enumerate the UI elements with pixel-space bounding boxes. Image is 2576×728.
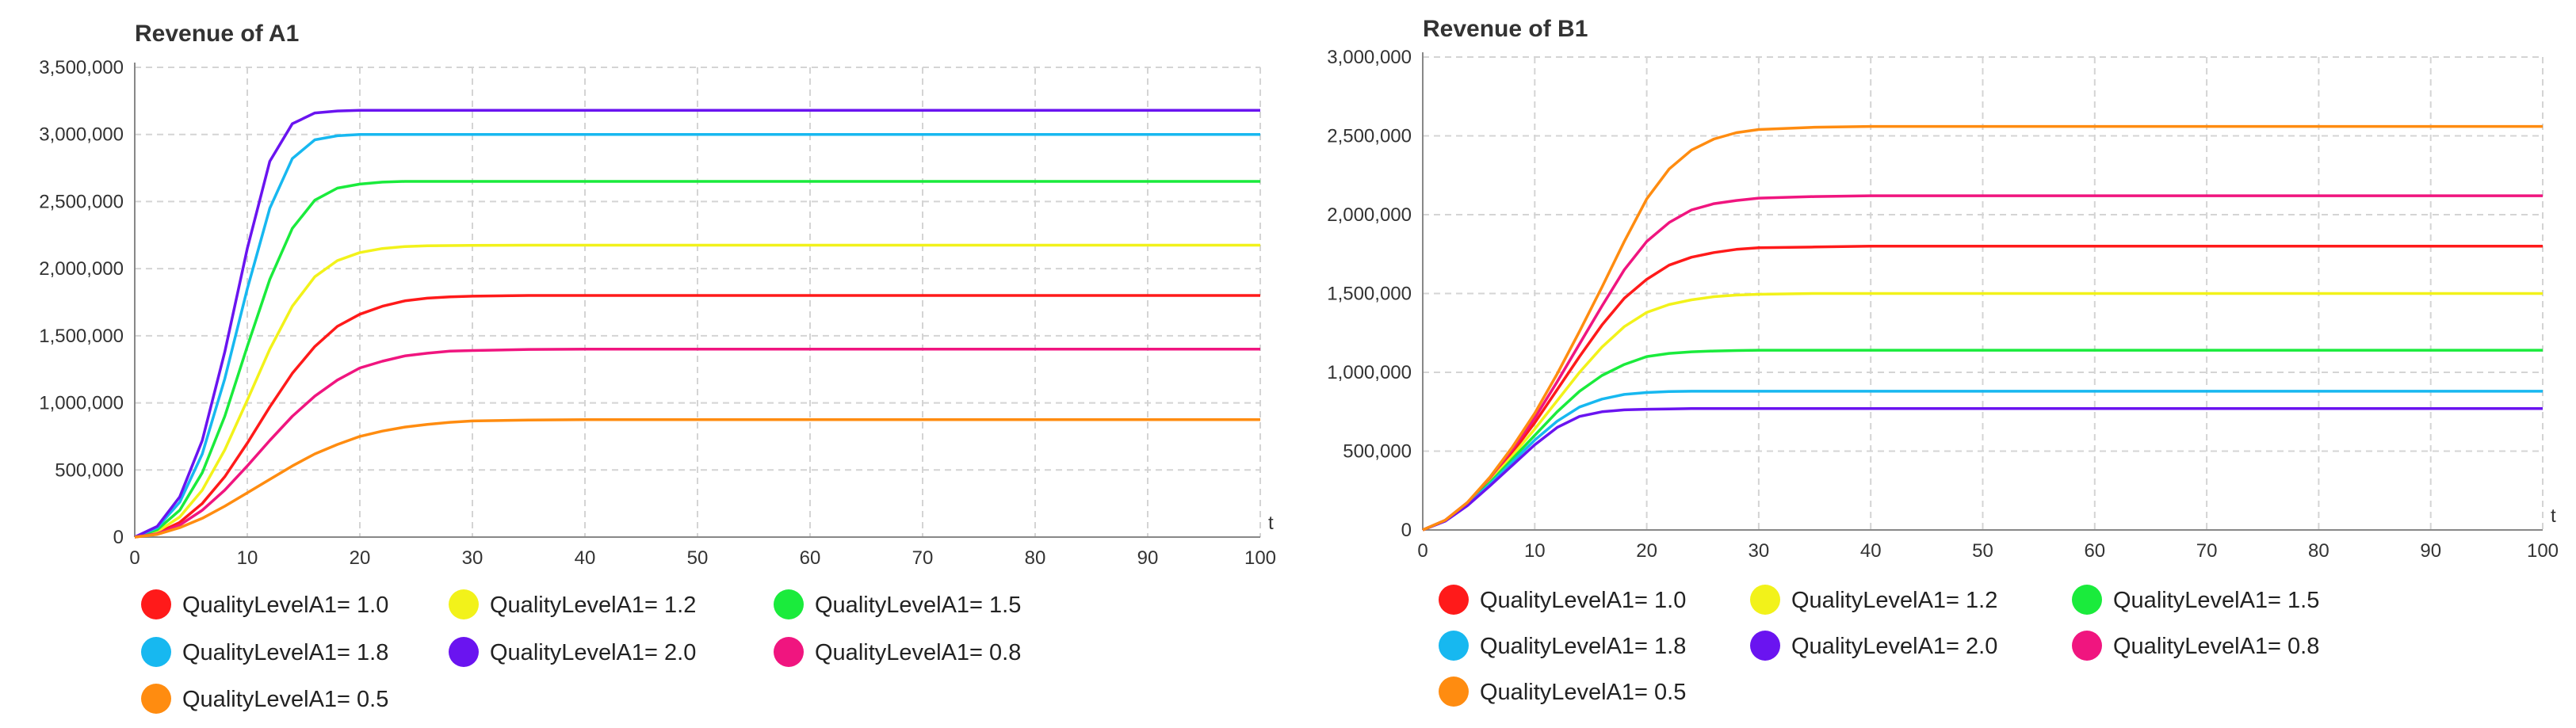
legend-item: QualityLevelA1= 2.0 [449, 637, 696, 667]
x-tick-label: 0 [1417, 540, 1428, 562]
y-tick-label: 3,000,000 [39, 124, 124, 146]
legend-label: QualityLevelA1= 1.0 [182, 593, 388, 618]
x-tick-label: 30 [1749, 540, 1770, 562]
legend-marker [1750, 585, 1780, 615]
y-tick-label: 2,500,000 [1327, 126, 1412, 147]
x-tick-label: 90 [1137, 547, 1159, 569]
series-line-6 [1422, 124, 2543, 532]
chart-title: Revenue of B1 [1423, 16, 1588, 42]
legend-label: QualityLevelA1= 1.2 [1791, 588, 1997, 613]
x-axis-label: t [1268, 513, 1274, 534]
legend-item: QualityLevelA1= 0.5 [1439, 677, 1686, 707]
legend-label: QualityLevelA1= 0.5 [182, 687, 388, 712]
legend-marker [2072, 631, 2102, 661]
x-axis-label: t [2551, 505, 2556, 527]
legend-label: QualityLevelA1= 0.5 [1480, 680, 1686, 705]
legend-marker [1439, 677, 1469, 707]
legend-marker [141, 684, 171, 714]
x-tick-label: 80 [2308, 540, 2329, 562]
series-line-0 [1422, 245, 2543, 532]
legend-marker [141, 637, 171, 667]
x-tick-label: 40 [1860, 540, 1882, 562]
x-tick-label: 10 [1524, 540, 1546, 562]
series-line-4 [134, 109, 1260, 539]
legend-marker [1750, 631, 1780, 661]
legend-marker [449, 589, 479, 619]
series-line-3 [1422, 390, 2543, 532]
y-tick-label: 3,000,000 [1327, 47, 1412, 68]
x-tick-label: 70 [912, 547, 934, 569]
legend-item: QualityLevelA1= 1.8 [141, 637, 388, 667]
series-line-1 [134, 243, 1260, 539]
x-tick-label: 90 [2420, 540, 2441, 562]
legend-marker [1439, 631, 1469, 661]
y-tick-label: 2,000,000 [1327, 204, 1412, 226]
x-tick-label: 60 [800, 547, 821, 569]
chart-title: Revenue of A1 [135, 21, 299, 47]
legend-label: QualityLevelA1= 1.8 [182, 640, 388, 665]
series-line-0 [134, 294, 1260, 539]
legend-marker [449, 637, 479, 667]
series-line-1 [1422, 292, 2543, 532]
series-line-2 [1422, 349, 2543, 532]
legend-item: QualityLevelA1= 0.8 [2072, 631, 2319, 661]
y-tick-label: 0 [1401, 520, 1412, 541]
x-tick-label: 60 [2084, 540, 2105, 562]
x-tick-label: 50 [1972, 540, 1993, 562]
legend-item: QualityLevelA1= 0.5 [141, 684, 388, 714]
legend-marker [1439, 585, 1469, 615]
legend-label: QualityLevelA1= 1.5 [815, 593, 1021, 618]
legend-label: QualityLevelA1= 1.0 [1480, 588, 1686, 613]
y-tick-label: 1,000,000 [1327, 362, 1412, 383]
x-tick-label: 10 [237, 547, 258, 569]
legend-item: QualityLevelA1= 2.0 [1750, 631, 1997, 661]
series-line-3 [134, 132, 1260, 539]
legend-label: QualityLevelA1= 2.0 [490, 640, 696, 665]
y-tick-label: 1,500,000 [1327, 284, 1412, 305]
x-tick-label: 70 [2196, 540, 2218, 562]
x-tick-label: 80 [1025, 547, 1046, 569]
x-tick-label: 100 [2527, 540, 2559, 562]
legend-item: QualityLevelA1= 1.0 [1439, 585, 1686, 615]
series-line-2 [134, 180, 1260, 539]
legend-item: QualityLevelA1= 1.5 [2072, 585, 2319, 615]
y-tick-label: 500,000 [55, 459, 124, 481]
series-line-6 [134, 418, 1260, 539]
legend-label: QualityLevelA1= 0.8 [815, 640, 1021, 665]
legend-item: QualityLevelA1= 1.5 [774, 589, 1021, 619]
legend-label: QualityLevelA1= 0.8 [2113, 634, 2319, 659]
x-tick-label: 30 [462, 547, 483, 569]
legend-item: QualityLevelA1= 1.2 [449, 589, 696, 619]
y-tick-label: 2,500,000 [39, 191, 124, 212]
legend-label: QualityLevelA1= 1.5 [2113, 588, 2319, 613]
y-tick-label: 500,000 [1343, 441, 1412, 463]
y-tick-label: 0 [113, 527, 124, 548]
x-tick-label: 0 [129, 547, 140, 569]
legend-item: QualityLevelA1= 1.8 [1439, 631, 1686, 661]
y-tick-label: 3,500,000 [39, 57, 124, 78]
legend-marker [774, 637, 804, 667]
x-tick-label: 20 [350, 547, 371, 569]
legend-marker [2072, 585, 2102, 615]
y-tick-label: 2,000,000 [39, 258, 124, 280]
y-tick-label: 1,500,000 [39, 326, 124, 347]
legend-label: QualityLevelA1= 1.2 [490, 593, 696, 618]
series-line-4 [1422, 407, 2543, 532]
x-tick-label: 100 [1244, 547, 1276, 569]
x-tick-label: 20 [1636, 540, 1657, 562]
legend-item: QualityLevelA1= 1.0 [141, 589, 388, 619]
chart-1: Revenue of B1 0 500,000 1,000,000 1,500,000 2… [1327, 16, 2559, 707]
y-tick-label: 1,000,000 [39, 393, 124, 414]
x-tick-label: 40 [575, 547, 596, 569]
series-line-5 [134, 348, 1260, 539]
legend-marker [141, 589, 171, 619]
legend-marker [774, 589, 804, 619]
legend-item: QualityLevelA1= 1.2 [1750, 585, 1997, 615]
chart-0: Revenue of A1 0 500,000 1,000,000 1,500,000 2… [39, 21, 1276, 714]
legend-item: QualityLevelA1= 0.8 [774, 637, 1021, 667]
legend-label: QualityLevelA1= 2.0 [1791, 634, 1997, 659]
x-tick-label: 50 [687, 547, 709, 569]
legend-label: QualityLevelA1= 1.8 [1480, 634, 1686, 659]
